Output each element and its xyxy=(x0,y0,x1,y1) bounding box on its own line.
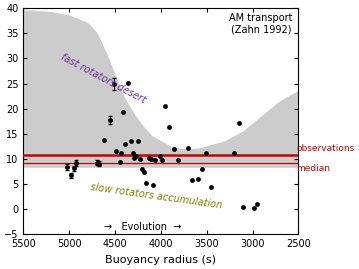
Point xyxy=(118,151,124,155)
Point xyxy=(68,173,74,177)
Point xyxy=(122,142,128,147)
Point xyxy=(148,157,154,161)
Point xyxy=(120,109,126,114)
Point xyxy=(166,125,172,129)
Text: fast rotators desert: fast rotators desert xyxy=(59,52,147,105)
Point xyxy=(254,202,260,206)
Point xyxy=(162,104,167,108)
Point xyxy=(141,169,147,174)
Point xyxy=(195,176,200,181)
Point xyxy=(117,159,122,164)
Point xyxy=(209,185,214,189)
Point xyxy=(143,181,149,185)
Point xyxy=(236,121,242,125)
Point xyxy=(186,146,191,150)
Point xyxy=(171,147,177,151)
Point xyxy=(159,158,165,162)
Point xyxy=(252,206,257,210)
Point xyxy=(94,160,99,165)
Text: →   Evolution  →: → Evolution → xyxy=(104,222,181,232)
Text: slow rotators accumulation: slow rotators accumulation xyxy=(90,182,223,211)
Point xyxy=(73,161,79,165)
Point xyxy=(111,82,117,86)
Point xyxy=(199,167,205,171)
Point xyxy=(153,158,158,162)
Point xyxy=(125,80,131,85)
Point xyxy=(232,151,237,155)
Point xyxy=(96,161,102,166)
Point xyxy=(133,154,139,159)
Text: median: median xyxy=(297,164,331,172)
Point xyxy=(146,156,152,160)
Point xyxy=(113,149,119,154)
Point xyxy=(203,151,209,155)
Point xyxy=(189,178,195,182)
Point xyxy=(137,157,143,161)
Text: AM transport
(Zahn 1992): AM transport (Zahn 1992) xyxy=(229,13,293,34)
Point xyxy=(241,205,246,209)
Point xyxy=(135,139,141,144)
X-axis label: Buoyancy radius (s): Buoyancy radius (s) xyxy=(106,255,216,265)
Point xyxy=(107,118,112,122)
Text: observations: observations xyxy=(297,144,355,154)
Point xyxy=(101,138,107,142)
Point xyxy=(176,158,181,162)
Point xyxy=(150,183,155,187)
Point xyxy=(131,156,137,160)
Point xyxy=(71,166,77,170)
Point xyxy=(130,151,135,155)
Point xyxy=(128,139,134,144)
Point xyxy=(65,164,70,169)
Point xyxy=(157,154,163,159)
Point xyxy=(139,167,145,171)
